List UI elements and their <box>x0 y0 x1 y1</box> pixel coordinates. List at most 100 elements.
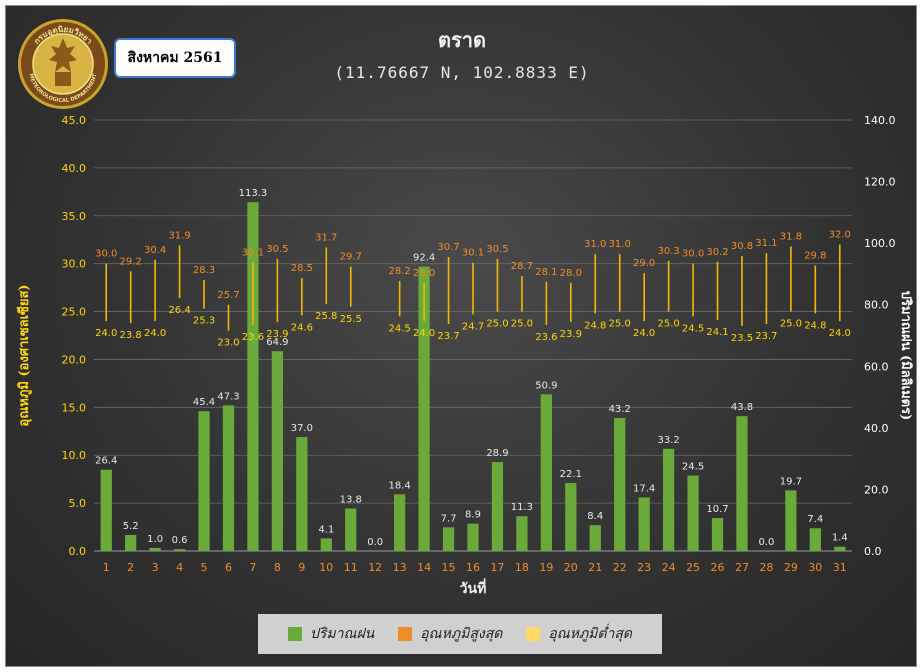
tmin-value-label: 23.6 <box>535 332 557 343</box>
rain-value-label: 18.4 <box>389 480 411 491</box>
rain-bar <box>125 534 137 551</box>
tmin-value-label: 24.5 <box>682 323 704 334</box>
tmin-value-label: 25.0 <box>657 319 679 330</box>
rain-bar <box>589 525 601 551</box>
rain-bar <box>247 202 259 551</box>
rain-bars <box>100 202 846 551</box>
right-tick-label: 0.0 <box>864 545 882 558</box>
rain-value-label: 0.0 <box>758 537 774 548</box>
rain-value-label: 92.4 <box>413 253 435 264</box>
legend-item-tmax: อุณหภูมิสูงสุด <box>398 623 502 645</box>
x-tick-label: 22 <box>613 561 627 574</box>
left-axis-title: อุณหภูมิ (องศาเซลเซียส) <box>16 284 32 426</box>
tmin-value-label: 25.0 <box>511 319 533 330</box>
x-tick-label: 31 <box>833 561 847 574</box>
x-axis-title: วันที่ <box>460 578 487 597</box>
rain-value-label: 1.0 <box>147 534 163 545</box>
right-tick-label: 80.0 <box>864 299 889 312</box>
rain-value-label: 8.4 <box>587 511 603 522</box>
left-tick-label: 30.0 <box>62 258 87 271</box>
x-tick-label: 6 <box>225 561 232 574</box>
tmin-value-label: 23.9 <box>560 329 582 340</box>
tmax-value-label: 25.7 <box>217 290 239 301</box>
rain-value-label: 5.2 <box>123 521 139 532</box>
axes: 0.05.010.015.020.025.030.035.040.045.00.… <box>16 114 913 597</box>
tmin-value-label: 24.8 <box>804 320 826 331</box>
tmin-value-label: 23.0 <box>217 338 239 349</box>
rain-bar <box>296 437 308 551</box>
tmax-value-label: 30.0 <box>682 249 704 260</box>
x-tick-label: 7 <box>249 561 256 574</box>
rain-bar <box>540 394 552 551</box>
tmax-value-label: 30.3 <box>657 246 679 257</box>
rain-bar <box>491 462 504 551</box>
tmin-value-label: 24.0 <box>633 328 655 339</box>
rain-value-label: 64.9 <box>266 337 288 348</box>
rain-temperature-chart: 26.430.024.05.229.223.81.030.424.00.631.… <box>16 114 913 597</box>
right-tick-label: 60.0 <box>864 360 889 373</box>
x-tick-label: 11 <box>344 561 358 574</box>
rain-value-label: 33.2 <box>657 435 679 446</box>
tmax-value-label: 30.7 <box>437 242 459 253</box>
rain-value-label: 1.4 <box>832 533 848 544</box>
left-tick-label: 35.0 <box>62 210 87 223</box>
rain-value-label: 43.8 <box>731 402 753 413</box>
tmin-value-label: 24.5 <box>389 323 411 334</box>
tmax-value-label: 29.0 <box>633 258 655 269</box>
rain-bar <box>614 418 626 551</box>
rain-value-label: 37.0 <box>291 423 313 434</box>
tmin-value-label: 24.8 <box>584 320 606 331</box>
rain-bar <box>320 538 332 551</box>
chart-panel: 26.4 30.0 24.0 5.2 29.2 23.8 1.0 30.4 24.0 0.6 31.… <box>5 5 917 667</box>
data-labels: 26.4 30.0 24.0 5.2 29.2 23.8 1.0 30.4 24.0 0.6 31.… <box>95 188 851 548</box>
tmin-value-label: 24.0 <box>95 328 117 339</box>
tmax-value-label: 30.0 <box>95 249 117 260</box>
rain-bar <box>222 405 235 551</box>
rain-value-label: 10.7 <box>706 504 728 515</box>
tmax-value-label: 31.8 <box>780 231 802 242</box>
tmax-value-label: 31.1 <box>755 238 777 249</box>
rain-bar <box>467 523 479 551</box>
rain-value-label: 0.6 <box>172 535 188 546</box>
legend-swatch-tmin <box>526 627 541 641</box>
rain-bar <box>271 351 284 551</box>
temperature-ranges <box>105 244 841 331</box>
x-tick-label: 15 <box>442 561 456 574</box>
rain-value-label: 113.3 <box>239 188 268 199</box>
x-tick-label: 9 <box>298 561 305 574</box>
tmin-value-label: 23.9 <box>266 329 288 340</box>
meteorological-department-logo-icon: กรมอุตุนิยมวิทยา METEOROLOGICAL DEPARTME… <box>18 19 108 109</box>
tmax-value-label: 28.0 <box>413 268 435 279</box>
tmin-value-label: 25.0 <box>609 319 631 330</box>
left-tick-label: 25.0 <box>62 306 87 319</box>
rain-bar <box>516 516 528 551</box>
rain-bar <box>736 416 748 551</box>
rain-value-label: 13.8 <box>340 495 362 506</box>
tmax-value-label: 31.0 <box>609 239 631 250</box>
right-tick-label: 40.0 <box>864 422 889 435</box>
right-axis-title: ปริมาณฝน (มิลลิเมตร) <box>898 291 913 420</box>
chart-subtitle: (11.76667 N, 102.8833 E) <box>334 63 590 82</box>
x-tick-label: 20 <box>564 561 578 574</box>
right-tick-label: 120.0 <box>864 176 896 189</box>
x-tick-label: 26 <box>711 561 725 574</box>
x-tick-label: 23 <box>637 561 651 574</box>
tmax-value-label: 30.2 <box>706 247 728 258</box>
left-tick-label: 5.0 <box>69 497 87 510</box>
tmin-value-label: 23.7 <box>437 331 459 342</box>
rain-bar <box>687 475 699 551</box>
legend-item-tmin: อุณหภูมิต่ำสุด <box>526 623 632 645</box>
tmin-value-label: 25.0 <box>780 319 802 330</box>
tmax-value-label: 29.7 <box>340 252 362 263</box>
legend-item-rain: ปริมาณฝน <box>287 623 375 645</box>
tmax-value-label: 28.0 <box>560 268 582 279</box>
x-tick-label: 8 <box>274 561 281 574</box>
tmax-value-label: 28.7 <box>511 261 533 272</box>
tmin-value-label: 24.7 <box>462 321 484 332</box>
rain-bar <box>418 266 430 551</box>
x-tick-label: 24 <box>662 561 676 574</box>
x-tick-label: 18 <box>515 561 529 574</box>
tmax-value-label: 30.5 <box>486 244 508 255</box>
tmax-value-label: 31.0 <box>584 239 606 250</box>
legend-label-rain: ปริมาณฝน <box>309 626 375 642</box>
